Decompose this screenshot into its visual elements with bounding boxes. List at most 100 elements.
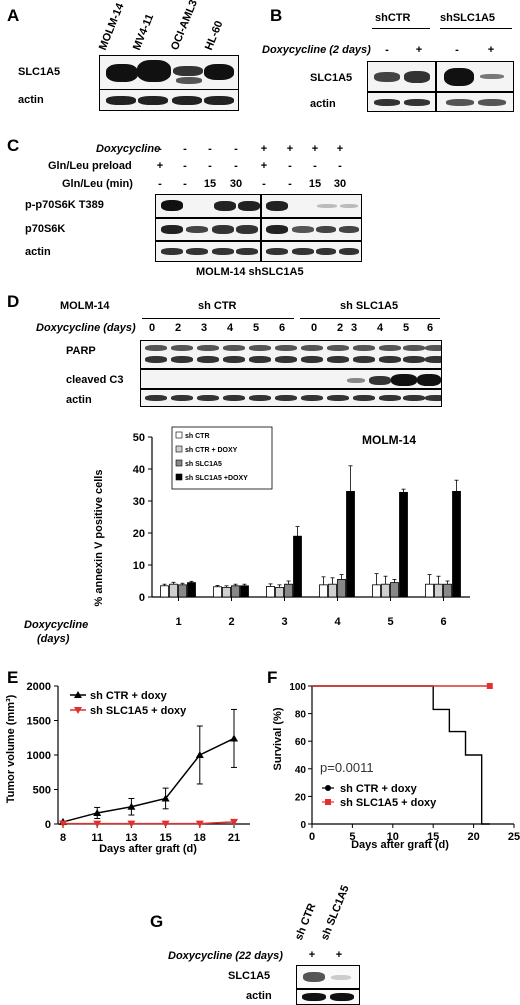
survival-x-tick-label: 15 — [427, 831, 439, 843]
panel-g-label: G — [150, 912, 164, 931]
panel-d-day-3: 3 — [200, 322, 208, 334]
panel-c-cond-1-6: + — [286, 143, 294, 155]
panel-c-cond-3-1: - — [158, 178, 162, 190]
tumor-x-tick-label: 13 — [125, 832, 137, 844]
parp-band-lower-4 — [223, 356, 245, 363]
panel-c-cond-3-5: - — [262, 178, 266, 190]
survival-end-marker — [486, 683, 493, 689]
panel-g-lane-shslc1a5: sh SLC1A5 — [318, 883, 352, 942]
survival-x-tick-label: 10 — [387, 831, 399, 843]
bar-chart-title: MOLM-14 — [362, 433, 416, 447]
tumor-line-2 — [63, 821, 235, 825]
bar-x-axis-label-1: Doxycycline — [24, 619, 88, 631]
parp-band-upper-3 — [197, 345, 219, 351]
tumor-x-tick-label: 18 — [194, 832, 206, 844]
panel-c-cond-3-7: 15 — [308, 178, 322, 190]
tumor-x-axis-label: Days after graft (d) — [99, 843, 197, 855]
bar-4-4 — [346, 491, 355, 598]
panel-b-group-line-1 — [372, 28, 430, 29]
bar-4-1 — [187, 582, 196, 598]
parp-band-lower-2 — [171, 356, 193, 363]
tumor-point-2-0 — [59, 820, 67, 828]
tumor-y-tick-label: 2000 — [27, 681, 51, 693]
tumor-point-2-1 — [93, 820, 102, 828]
parp-band-upper-9 — [353, 345, 375, 351]
survival-x-tick-label: 20 — [467, 831, 479, 843]
panel-b-blot-slc1a5 — [367, 61, 514, 92]
bar-y-tick-label: 0 — [139, 592, 145, 604]
tumor-x-tick-label: 11 — [91, 832, 103, 844]
panel-b-row-actin: actin — [310, 98, 336, 110]
bar-4-2 — [240, 585, 249, 598]
bar-2-2 — [222, 586, 231, 598]
panel-d-day-10: 4 — [376, 322, 384, 334]
annexin-bar-chart: 0 10 20 30 40 50 1 2 3 4 5 6 % annexin V positive c… — [24, 426, 470, 645]
panel-d-cell-line: MOLM-14 — [60, 300, 110, 312]
survival-x-tick-label: 25 — [508, 831, 520, 843]
survival-y-axis-label: Survival (%) — [272, 707, 284, 770]
panel-a-blot-slc1a5 — [99, 55, 239, 90]
panel-c-cond-2-3: - — [208, 160, 212, 172]
parp-band-lower-3 — [197, 356, 219, 363]
bar-3-6 — [443, 583, 452, 598]
tumor-point-1-1 — [93, 808, 102, 816]
panel-c-cond-2-8: - — [338, 160, 342, 172]
parp-band-upper-4 — [223, 345, 245, 351]
d-actin-band-2 — [171, 395, 193, 401]
bar-y-axis-label: % annexin V positive cells — [93, 470, 105, 607]
d-actin-band-5 — [249, 395, 271, 401]
d-actin-band-8 — [327, 395, 349, 401]
panel-d-group-line-1 — [142, 318, 294, 319]
bar-2-3 — [275, 586, 284, 598]
panel-c-cond-label-3: Gln/Leu (min) — [62, 178, 133, 190]
bar-x-tick-label: 6 — [440, 616, 446, 628]
panel-d-day-11: 5 — [402, 322, 410, 334]
tumor-line-1 — [62, 737, 235, 823]
panel-f-label: F — [267, 668, 278, 687]
panel-a-blot-actin — [99, 89, 239, 111]
bar-1-2 — [213, 586, 222, 598]
tumor-point-1-5 — [230, 734, 238, 742]
panel-c-cond-2-7: - — [313, 160, 317, 172]
panel-g-row-actin: actin — [246, 990, 272, 1002]
bar-1-1 — [160, 585, 169, 598]
survival-x-tick-label: 0 — [309, 831, 315, 843]
bar-4-3 — [293, 535, 302, 598]
d-actin-band-6 — [275, 395, 297, 401]
survival-p-value: p=0.0011 — [320, 760, 374, 775]
panel-e-label: E — [7, 668, 19, 687]
tumor-legend-label-1: sh CTR + doxy — [90, 690, 168, 702]
bar-x-tick-label: 5 — [387, 616, 393, 628]
tumor-y-tick-label: 1500 — [27, 716, 51, 728]
survival-x-tick-label: 5 — [349, 831, 355, 843]
parp-band-upper-7 — [301, 345, 323, 351]
d-actin-band-3 — [197, 395, 219, 401]
survival-y-tick-label: 20 — [295, 792, 307, 803]
bar-3-2 — [231, 585, 240, 598]
bar-legend-swatch-3 — [175, 459, 183, 467]
panel-d-row-actin: actin — [66, 394, 92, 406]
parp-band-upper-1 — [145, 345, 167, 351]
bar-2-4 — [328, 583, 337, 598]
survival-legend-label-1: sh CTR + doxy — [340, 783, 418, 795]
panel-d-row-c3: cleaved C3 — [66, 374, 124, 386]
parp-band-lower-7 — [301, 356, 323, 363]
bar-x-axis-label-2: (days) — [37, 633, 70, 645]
bar-legend-box — [171, 426, 273, 490]
panel-g-condition: Doxycycline (22 days) — [168, 950, 283, 962]
d-actin-band-10 — [379, 395, 401, 401]
tumor-point-1-4 — [195, 751, 204, 758]
parp-band-lower-1 — [145, 356, 167, 363]
panel-d-day-12: 6 — [426, 322, 434, 334]
panel-c-label: C — [7, 136, 20, 155]
bar-legend-label-1: sh CTR — [185, 433, 210, 440]
panel-d-row-parp: PARP — [66, 345, 96, 357]
panel-c-cond-1-8: + — [336, 143, 344, 155]
panel-g-blot-actin — [296, 989, 360, 1005]
parp-band-lower-10 — [379, 356, 401, 363]
d-actin-band-12 — [425, 395, 441, 401]
panel-d-blot-actin — [140, 389, 442, 407]
bar-3-5 — [390, 582, 399, 598]
survival-legend: sh CTR + doxy sh SLC1A5 + doxy — [322, 783, 437, 809]
bar-x-tick-label: 4 — [334, 616, 341, 628]
